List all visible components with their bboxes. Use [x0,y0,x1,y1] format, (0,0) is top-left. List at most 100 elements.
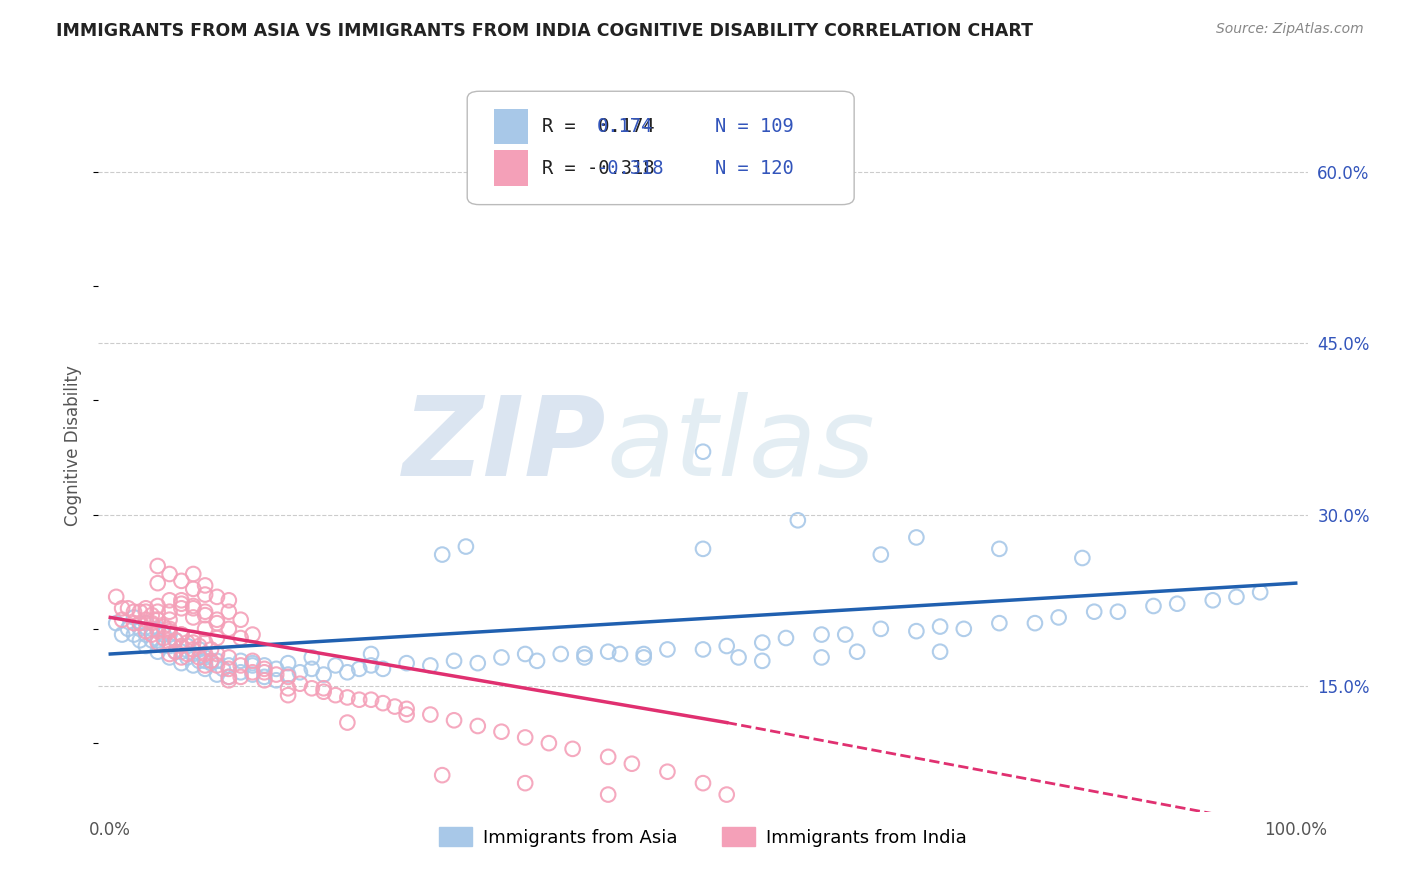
Point [170,656,193,670]
Point [432,548,454,562]
Point [194,588,217,602]
Point [905,624,928,639]
Point [692,444,714,458]
Point [371,696,394,710]
Point [129,616,152,631]
Point [111,627,134,641]
Point [218,605,240,619]
Point [526,654,548,668]
Point [205,616,228,631]
Point [165,633,187,648]
Point [869,622,891,636]
Point [194,650,217,665]
Point [325,658,347,673]
Point [229,613,252,627]
Point [218,593,240,607]
Point [242,667,264,681]
Point [152,639,174,653]
Point [181,567,204,582]
Point [1202,593,1225,607]
Point [170,597,193,611]
Point [751,654,773,668]
Point [467,656,489,670]
FancyBboxPatch shape [467,91,855,204]
Point [692,642,714,657]
Point [288,665,311,680]
Point [212,662,235,676]
Point [515,647,537,661]
Point [264,667,287,681]
Point [454,540,477,554]
Point [905,530,928,544]
Text: R = -0.318: R = -0.318 [543,159,655,178]
Point [200,654,222,668]
Point [205,631,228,645]
Point [181,599,204,613]
Point [242,658,264,673]
Point [181,635,204,649]
Point [218,658,240,673]
Point [253,670,276,684]
Point [395,656,418,670]
Point [159,567,181,582]
Point [810,627,832,641]
Point [846,645,869,659]
Point [194,647,217,661]
Point [1024,616,1046,631]
Point [159,593,181,607]
Point [467,719,489,733]
Point [146,624,169,639]
Point [205,647,228,661]
Point [325,688,347,702]
Point [181,610,204,624]
Point [218,670,240,684]
Point [122,610,145,624]
Point [751,635,773,649]
Point [188,642,211,657]
Point [988,541,1011,556]
Text: N = 109: N = 109 [716,117,794,136]
Point [194,635,217,649]
Point [277,670,299,684]
Point [194,658,217,673]
Point [1107,605,1129,619]
Point [218,622,240,636]
Point [312,684,335,698]
Point [277,681,299,696]
Point [181,642,204,657]
Point [277,688,299,702]
Point [181,601,204,615]
Point [550,647,572,661]
Point [141,622,163,636]
Point [159,647,181,661]
Point [146,613,169,627]
Point [253,665,276,680]
Point [692,776,714,790]
Point [159,639,181,653]
Point [692,541,714,556]
Point [170,593,193,607]
Point [277,656,299,670]
Point [159,635,181,649]
Point [176,635,198,649]
Point [347,692,370,706]
Point [194,662,217,676]
Point [117,622,139,636]
Text: IMMIGRANTS FROM ASIA VS IMMIGRANTS FROM INDIA COGNITIVE DISABILITY CORRELATION C: IMMIGRANTS FROM ASIA VS IMMIGRANTS FROM … [56,22,1033,40]
Point [360,658,382,673]
Point [159,650,181,665]
Point [1142,599,1164,613]
Point [152,627,174,641]
Point [205,658,228,673]
Point [515,776,537,790]
Point [200,656,222,670]
Point [574,647,596,661]
Point [229,670,252,684]
Point [111,601,134,615]
Point [111,613,134,627]
Point [869,548,891,562]
Point [146,576,169,591]
Point [242,627,264,641]
Point [170,601,193,615]
Point [105,616,128,631]
